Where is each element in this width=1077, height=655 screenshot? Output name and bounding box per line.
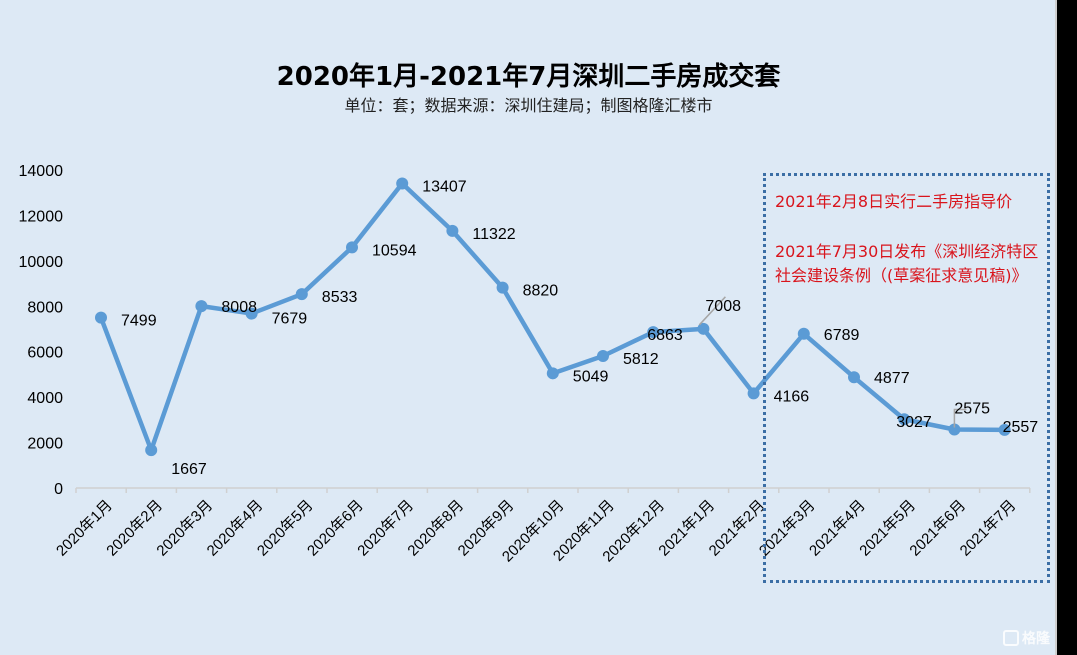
data-label: 13407 (422, 178, 467, 195)
watermark: 格隆 (1003, 628, 1050, 648)
data-label: 6863 (647, 327, 683, 344)
data-label: 11322 (472, 226, 515, 243)
data-label: 7679 (272, 311, 308, 328)
data-point-marker[interactable] (948, 423, 961, 436)
data-point-marker[interactable] (396, 177, 409, 190)
y-tick-label: 6000 (27, 345, 63, 362)
data-label: 3027 (896, 414, 932, 431)
data-label: 8008 (221, 299, 257, 316)
data-label: 5812 (623, 351, 659, 368)
y-tick-label: 10000 (19, 254, 64, 271)
data-point-marker[interactable] (446, 224, 459, 237)
data-label: 8533 (322, 289, 358, 306)
data-point-marker[interactable] (295, 288, 308, 301)
data-point-marker[interactable] (496, 281, 509, 294)
data-point-marker[interactable] (346, 241, 358, 254)
y-tick-label: 0 (54, 481, 63, 498)
data-label: 10594 (372, 242, 417, 259)
data-point-marker[interactable] (797, 327, 810, 340)
data-label: 4166 (774, 388, 810, 405)
data-label: 7008 (705, 298, 741, 315)
y-tick-label: 12000 (19, 208, 64, 225)
y-tick-label: 14000 (19, 163, 64, 180)
gelonghui-logo-icon (1003, 630, 1019, 646)
annotation-guide-price: 2021年2月8日实行二手房指导价 (775, 192, 1013, 211)
data-label: 1667 (171, 461, 207, 478)
data-point-marker[interactable] (848, 371, 860, 384)
y-tick-label: 2000 (27, 436, 63, 453)
chart-title: 2020年1月-2021年7月深圳二手房成交套 (276, 62, 781, 92)
policy-annotation-box (763, 173, 1050, 583)
data-label: 4877 (874, 370, 910, 387)
watermark-text: 格隆 (1022, 631, 1050, 647)
data-label: 7499 (121, 313, 157, 330)
data-point-marker[interactable] (998, 423, 1011, 436)
data-point-marker[interactable] (747, 387, 760, 400)
data-point-marker[interactable] (546, 367, 559, 380)
data-point-marker[interactable] (95, 311, 107, 324)
annotation-regulation: 2021年7月30日发布《深圳经济特区社会建设条例（(草案征求意见稿)》 (775, 242, 1039, 285)
data-point-marker[interactable] (697, 322, 710, 335)
chart-subtitle: 单位：套；数据来源：深圳住建局；制图格隆汇楼市 (344, 96, 713, 115)
data-point-marker[interactable] (145, 444, 158, 457)
data-label: 5049 (573, 368, 609, 385)
data-point-marker[interactable] (647, 326, 660, 339)
y-tick-label: 4000 (27, 390, 63, 407)
data-point-marker[interactable] (898, 413, 911, 426)
data-label: 2575 (954, 401, 990, 418)
data-point-marker[interactable] (245, 307, 258, 320)
y-tick-label: 8000 (27, 299, 63, 316)
data-label: 8820 (523, 283, 559, 300)
data-label: 6789 (824, 327, 860, 344)
data-point-marker[interactable] (597, 349, 609, 362)
data-point-marker[interactable] (195, 300, 208, 313)
data-label: 2557 (1003, 419, 1039, 436)
